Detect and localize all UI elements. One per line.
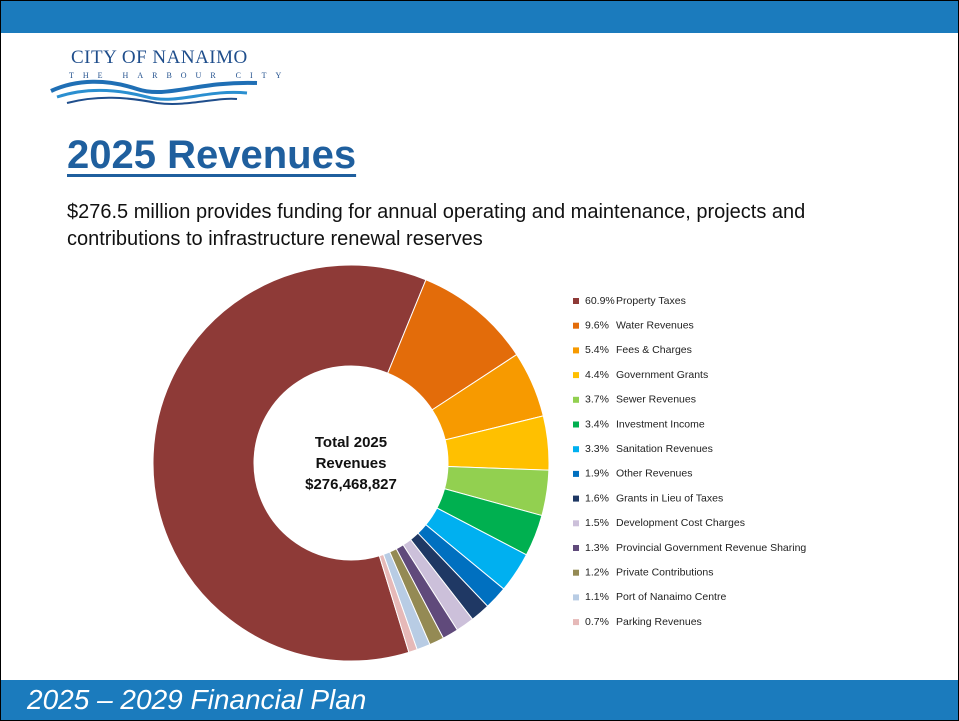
legend-value: 60.9%	[585, 295, 615, 307]
legend-value: 3.4%	[585, 418, 609, 430]
legend-swatch	[573, 372, 579, 379]
chart: Total 2025 Revenues $276,468,827 60.9% Prope…	[152, 264, 806, 662]
legend-label: Port of Nanaimo Centre	[616, 591, 726, 603]
legend-label: Sanitation Revenues	[616, 443, 713, 455]
footer-bar: 2025 – 2029 Financial Plan	[1, 680, 958, 720]
legend-value: 1.9%	[585, 468, 609, 480]
legend-swatch	[573, 446, 579, 453]
legend-label: Government Grants	[616, 369, 708, 381]
legend-swatch	[573, 545, 579, 551]
legend-swatch	[573, 298, 579, 304]
legend-label: Property Taxes	[616, 295, 686, 307]
top-bar	[1, 1, 958, 33]
legend-swatch	[573, 470, 579, 477]
legend-swatch	[573, 619, 579, 626]
logo-waves	[50, 79, 258, 105]
center-label: Total 2025	[315, 434, 387, 451]
legend-swatch	[573, 520, 579, 527]
legend-value: 1.2%	[585, 566, 609, 578]
legend-label: Grants in Lieu of Taxes	[616, 492, 723, 504]
center-label: $276,468,827	[305, 476, 397, 493]
legend-value: 3.3%	[585, 443, 609, 455]
legend-swatch	[573, 347, 579, 354]
subtitle: $276.5 million provides funding for annu…	[67, 201, 806, 250]
donut-segment	[378, 553, 418, 653]
legend-swatch	[573, 495, 579, 502]
legend-value: 9.6%	[585, 319, 609, 331]
legend-swatch	[573, 594, 579, 601]
footer-text: 2025 – 2029 Financial Plan	[27, 684, 367, 715]
legend-label: Sewer Revenues	[616, 394, 696, 406]
legend-label: Development Cost Charges	[616, 517, 745, 529]
legend-label: Provincial Government Revenue Sharing	[616, 542, 806, 554]
legend-swatch	[573, 421, 579, 428]
legend-label: Parking Revenues	[616, 616, 702, 628]
legend-swatch	[573, 322, 579, 329]
legend-label: Water Revenues	[616, 319, 694, 331]
legend-value: 1.1%	[585, 591, 609, 603]
legend-label: Fees & Charges	[616, 344, 692, 356]
legend-label: Investment Income	[616, 418, 705, 430]
donut-segment	[152, 264, 427, 662]
legend-label: Other Revenues	[616, 468, 692, 480]
logo-name: CITY OF NANAIMO	[71, 47, 248, 68]
legend-value: 3.7%	[585, 394, 609, 406]
legend-value: 1.3%	[585, 542, 609, 554]
legend-label: Private Contributions	[616, 566, 713, 578]
legend-swatch	[573, 396, 579, 403]
center-label: Revenues	[316, 455, 387, 472]
title: 2025 Revenues	[67, 133, 357, 177]
logo-tagline: THE HARBOUR CITY	[69, 71, 291, 80]
legend-value: 4.4%	[585, 369, 609, 381]
legend-value: 1.5%	[585, 517, 609, 529]
legend-value: 5.4%	[585, 344, 609, 356]
legend-value: 0.7%	[585, 616, 609, 628]
legend-swatch	[573, 569, 579, 576]
legend-value: 1.6%	[585, 492, 609, 504]
